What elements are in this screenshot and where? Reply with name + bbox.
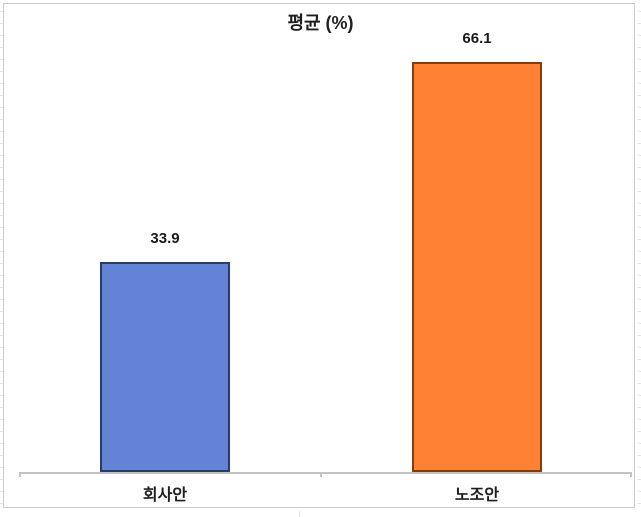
x-axis-tick (320, 472, 322, 477)
bar-union-proposal[interactable] (412, 62, 542, 472)
x-axis-tick (19, 472, 21, 477)
spreadsheet-column-gridline (299, 511, 300, 517)
category-label-company: 회사안 (142, 487, 188, 504)
x-axis-line (19, 472, 632, 474)
spreadsheet-row-gridlines-right (638, 0, 641, 511)
category-label-union: 노조안 (454, 487, 500, 504)
value-label-union: 66.1 (462, 30, 492, 47)
spreadsheet-row-gridlines-left (0, 0, 3, 511)
bar-company-proposal[interactable] (100, 262, 230, 472)
chart-title: 평균 (%) (287, 13, 354, 33)
value-label-company: 33.9 (150, 230, 180, 247)
x-axis-tick (630, 472, 632, 477)
